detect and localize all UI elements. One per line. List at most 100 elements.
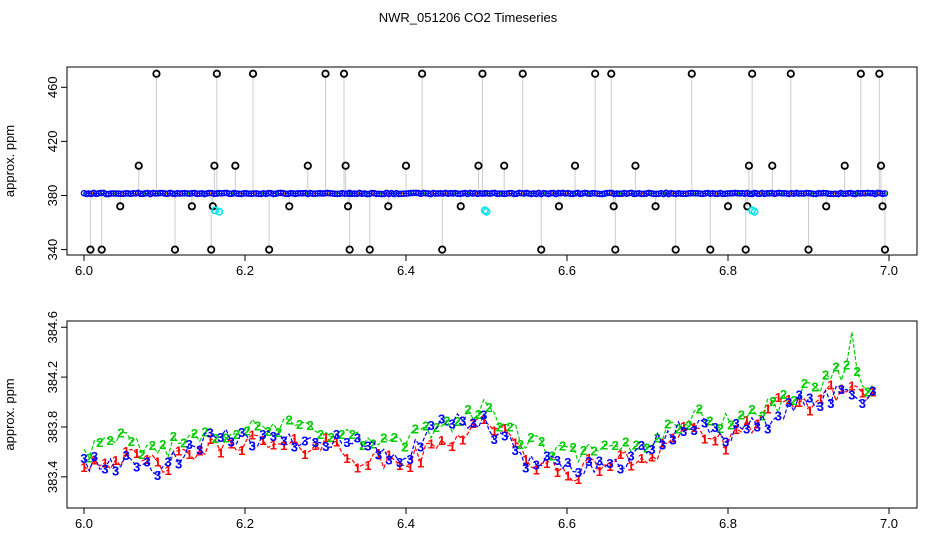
outlier-point bbox=[856, 69, 865, 78]
series-2-marker: 2 bbox=[496, 420, 503, 435]
series-1-marker: 1 bbox=[764, 402, 771, 417]
series-1-marker: 1 bbox=[775, 390, 782, 405]
series-3-marker: 3 bbox=[533, 457, 540, 472]
series-1-marker: 1 bbox=[238, 443, 245, 458]
series-3-marker: 3 bbox=[396, 455, 403, 470]
series-2-marker: 2 bbox=[285, 412, 292, 427]
series-3-marker: 3 bbox=[228, 435, 235, 450]
series-3-marker: 3 bbox=[375, 447, 382, 462]
x-tick-label: 6.8 bbox=[719, 263, 737, 278]
data-point-minor bbox=[884, 192, 888, 195]
data-point bbox=[881, 190, 889, 197]
series-1-marker: 1 bbox=[112, 453, 119, 468]
x-tick-label: 6.0 bbox=[75, 516, 93, 531]
series-3-marker: 3 bbox=[722, 434, 729, 449]
outlier-point bbox=[671, 245, 680, 254]
series-2-marker: 2 bbox=[485, 400, 492, 415]
outlier-point bbox=[687, 69, 696, 78]
series-1-marker: 1 bbox=[617, 447, 624, 462]
series-1-marker: 1 bbox=[364, 458, 371, 473]
series-2-marker: 2 bbox=[212, 431, 219, 446]
series-1-marker: 1 bbox=[585, 451, 592, 466]
y-tick-label: 383.4 bbox=[45, 461, 60, 494]
series-2-marker: 2 bbox=[138, 447, 145, 462]
series-3-marker: 3 bbox=[459, 414, 466, 429]
series-1-marker: 1 bbox=[228, 436, 235, 451]
series-3-marker: 3 bbox=[238, 425, 245, 440]
series-1-marker: 1 bbox=[270, 438, 277, 453]
series-1-marker: 1 bbox=[186, 447, 193, 462]
outlier-point bbox=[285, 202, 294, 211]
outlier-point bbox=[609, 202, 618, 211]
y-tick-label: 383.8 bbox=[45, 411, 60, 444]
series-3-marker: 3 bbox=[680, 424, 687, 439]
series-1-marker: 1 bbox=[690, 420, 697, 435]
series-1-marker: 1 bbox=[154, 454, 161, 469]
series-1-marker: 1 bbox=[722, 443, 729, 458]
series-2-marker: 2 bbox=[517, 437, 524, 452]
series-2-marker: 2 bbox=[738, 408, 745, 423]
series-3-marker: 3 bbox=[427, 418, 434, 433]
series-3-marker: 3 bbox=[648, 442, 655, 457]
series-1-marker: 1 bbox=[543, 456, 550, 471]
series-3-marker: 3 bbox=[291, 439, 298, 454]
outlier-point bbox=[116, 202, 125, 211]
series-2-marker: 2 bbox=[412, 422, 419, 437]
outlier-point bbox=[706, 245, 715, 254]
outlier-point bbox=[86, 245, 95, 254]
outlier-point bbox=[570, 161, 580, 170]
series-2-marker: 2 bbox=[654, 430, 661, 445]
outlier-point bbox=[456, 202, 465, 211]
y-tick-label: 384.2 bbox=[45, 361, 60, 394]
series-3-marker: 3 bbox=[143, 454, 150, 469]
series-3-marker: 3 bbox=[775, 409, 782, 424]
series-3-marker: 3 bbox=[617, 462, 624, 477]
series-1-line bbox=[83, 383, 874, 483]
series-3-marker: 3 bbox=[322, 439, 329, 454]
series-3-marker: 3 bbox=[196, 443, 203, 458]
series-3-marker: 3 bbox=[470, 415, 477, 430]
series-3-marker: 3 bbox=[249, 439, 256, 454]
outlier-point bbox=[345, 245, 354, 254]
series-3-marker: 3 bbox=[333, 427, 340, 442]
series-1-marker: 1 bbox=[512, 435, 519, 450]
series-1-marker: 1 bbox=[280, 438, 287, 453]
series-1-marker: 1 bbox=[385, 447, 392, 462]
outlier-point bbox=[97, 245, 106, 254]
series-2-marker: 2 bbox=[170, 429, 177, 444]
series-3-marker: 3 bbox=[806, 390, 813, 405]
series-2-marker: 2 bbox=[475, 407, 482, 422]
x-tick-label: 6.8 bbox=[719, 516, 737, 531]
x-tick-label: 6.4 bbox=[397, 263, 415, 278]
outlier-point bbox=[417, 69, 427, 78]
y-tick-label: 420 bbox=[45, 131, 60, 153]
series-2-marker: 2 bbox=[180, 436, 187, 451]
series-3-marker: 3 bbox=[122, 448, 129, 463]
series-3-marker: 3 bbox=[796, 388, 803, 403]
outlier-point bbox=[210, 161, 219, 170]
series-2-marker: 2 bbox=[748, 402, 755, 417]
series-2-marker: 2 bbox=[254, 418, 261, 433]
outlier-point bbox=[537, 245, 546, 254]
series-2-marker: 2 bbox=[570, 440, 577, 455]
series-3-marker: 3 bbox=[186, 437, 193, 452]
series-3-marker: 3 bbox=[522, 460, 529, 475]
series-2-marker: 2 bbox=[464, 402, 471, 417]
series-3-marker: 3 bbox=[764, 421, 771, 436]
series-1-marker: 1 bbox=[259, 433, 266, 448]
outlier-point bbox=[248, 69, 258, 78]
series-1-marker: 1 bbox=[449, 439, 456, 454]
series-3-marker: 3 bbox=[501, 429, 508, 444]
series-3-marker: 3 bbox=[270, 429, 277, 444]
series-3-marker: 3 bbox=[701, 415, 708, 430]
series-2-marker: 2 bbox=[307, 418, 314, 433]
series-1-marker: 1 bbox=[101, 455, 108, 470]
series-3-marker: 3 bbox=[838, 382, 845, 397]
series-2-marker: 2 bbox=[643, 440, 650, 455]
outlier-point bbox=[804, 245, 813, 254]
outlier-point bbox=[500, 161, 509, 170]
x-tick-label: 6.2 bbox=[236, 263, 254, 278]
cyan-point bbox=[482, 207, 491, 216]
series-1-marker: 1 bbox=[712, 434, 719, 449]
x-tick-label: 6.2 bbox=[236, 516, 254, 531]
